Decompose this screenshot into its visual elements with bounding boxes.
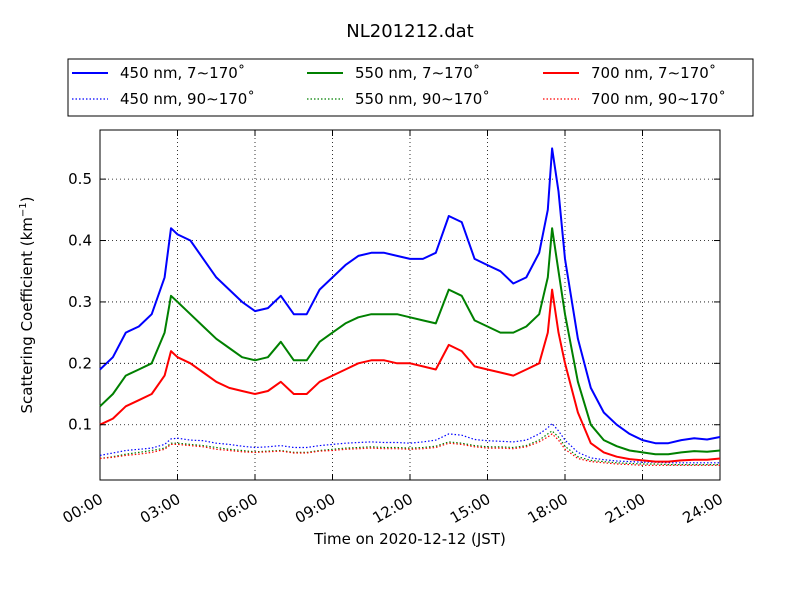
legend-label: 550 nm, 7∼170˚ (355, 64, 480, 82)
series-line (99, 433, 720, 466)
x-tick-label: 09:00 (292, 490, 338, 527)
legend-label: 700 nm, 90∼170˚ (591, 90, 726, 108)
legend: 450 nm, 7∼170˚ 450 nm, 90∼170˚ 550 nm, 7∼1… (72, 64, 726, 108)
legend-label: 700 nm, 7∼170˚ (591, 64, 716, 82)
x-tick-label: 00:00 (60, 490, 106, 527)
x-axis-label: Time on 2020-12-12 (JST) (313, 530, 506, 548)
series-layer (99, 147, 721, 466)
x-tick-label: 21:00 (602, 490, 648, 527)
grid (100, 130, 720, 480)
y-tick-label: 0.4 (68, 232, 92, 250)
y-tick-label: 0.5 (68, 170, 92, 188)
x-tick-label: 03:00 (137, 490, 183, 527)
legend-label: 450 nm, 90∼170˚ (120, 90, 255, 108)
series-line (99, 288, 721, 463)
y-axis-label-close: ) (18, 196, 36, 202)
y-tick-label: 0.1 (68, 416, 92, 434)
y-axis-label-superscript: −1 (18, 202, 29, 217)
series-line (99, 147, 721, 445)
x-tick-label: 18:00 (525, 490, 571, 527)
series-line (99, 430, 720, 466)
chart-title: NL201212.dat (346, 21, 473, 42)
y-axis-label: Scattering Coefficient (km−1) (18, 196, 36, 413)
x-tick-label: 24:00 (680, 490, 726, 527)
legend-label: 550 nm, 90∼170˚ (355, 90, 490, 108)
legend-box (67, 58, 754, 117)
series-line (99, 227, 721, 456)
x-tick-label: 15:00 (447, 490, 493, 527)
y-tick-label: 0.2 (68, 354, 92, 372)
x-tick-label: 06:00 (215, 490, 261, 527)
x-tick-label: 12:00 (370, 490, 416, 527)
legend-label: 450 nm, 7∼170˚ (120, 64, 245, 82)
y-axis-label-main: Scattering Coefficient (km (18, 217, 36, 413)
series-line (99, 422, 720, 464)
y-tick-label: 0.3 (68, 293, 92, 311)
axis-ticks: 00:00 03:00 06:00 09:00 12:00 15:00 18:00 21:00… (60, 130, 726, 527)
